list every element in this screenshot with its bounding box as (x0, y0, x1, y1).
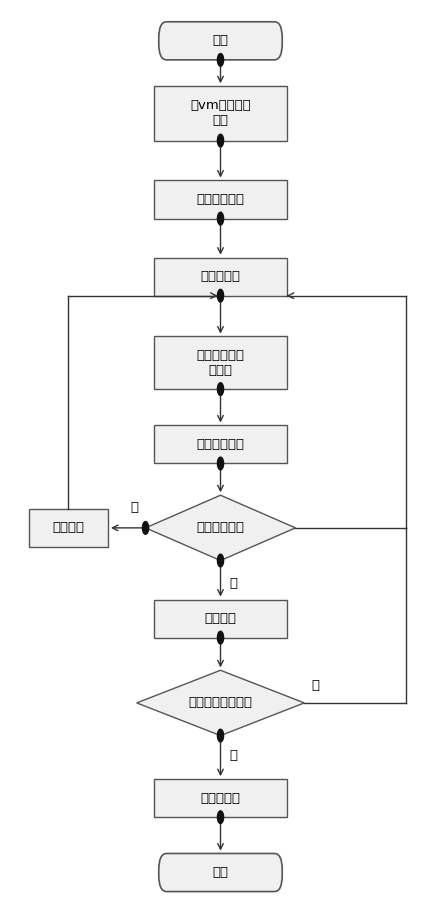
Circle shape (217, 729, 224, 742)
Text: 是否开始升级: 是否开始升级 (197, 522, 244, 534)
Circle shape (142, 522, 149, 534)
Text: 是: 是 (229, 577, 237, 590)
Bar (154, 86, 287, 141)
Polygon shape (137, 670, 304, 736)
Circle shape (217, 631, 224, 644)
Text: 填写配置文件: 填写配置文件 (197, 193, 244, 206)
Text: 在vm中做预先
配置: 在vm中做预先 配置 (190, 100, 251, 127)
Text: 关闭主界面: 关闭主界面 (201, 792, 240, 805)
Text: 选择需要升级
的软件: 选择需要升级 的软件 (197, 349, 244, 376)
Circle shape (217, 457, 224, 470)
Text: 否: 否 (131, 502, 138, 514)
Text: 否: 否 (229, 749, 237, 762)
Text: 开启主界面: 开启主界面 (201, 270, 240, 283)
Circle shape (217, 134, 224, 147)
Bar (154, 258, 287, 296)
Bar (154, 180, 287, 219)
Circle shape (217, 811, 224, 824)
Bar (154, 779, 287, 817)
Circle shape (217, 383, 224, 395)
Circle shape (217, 54, 224, 66)
Bar (154, 336, 287, 389)
FancyBboxPatch shape (159, 853, 282, 892)
Bar (154, 600, 287, 638)
Bar (29, 509, 108, 547)
Text: 是否升级其他软件: 是否升级其他软件 (188, 697, 253, 709)
Text: 升级模块: 升级模块 (205, 612, 236, 625)
Bar (154, 425, 287, 463)
Circle shape (217, 212, 224, 225)
Polygon shape (146, 495, 295, 561)
Circle shape (217, 554, 224, 567)
Text: 等待升级: 等待升级 (52, 522, 84, 534)
Text: 是: 是 (311, 679, 319, 692)
Text: 设定升级时间: 设定升级时间 (197, 438, 244, 451)
Circle shape (217, 289, 224, 302)
Text: 开始: 开始 (213, 34, 228, 47)
FancyBboxPatch shape (159, 22, 282, 60)
Text: 结束: 结束 (213, 866, 228, 879)
